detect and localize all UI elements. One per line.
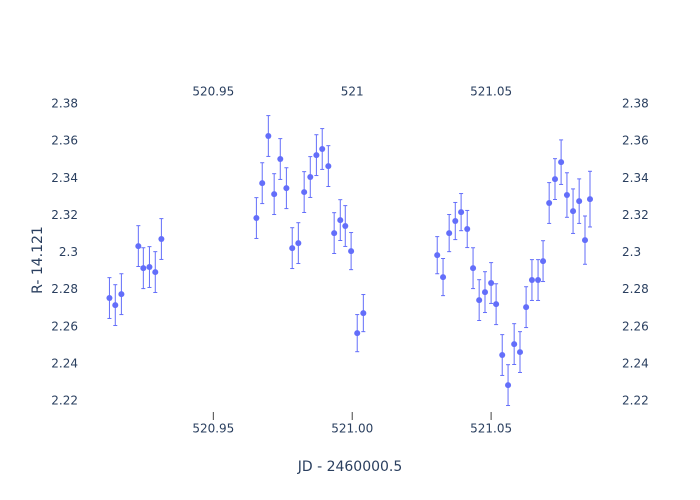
point	[301, 189, 308, 196]
y-tick-label-right: 2.24	[622, 356, 649, 370]
x-tick-label: 520.95	[192, 422, 234, 436]
point	[112, 302, 119, 309]
point	[535, 277, 542, 284]
point	[464, 226, 471, 233]
point	[283, 185, 290, 192]
point	[470, 265, 477, 272]
point	[563, 192, 570, 199]
point	[488, 280, 495, 287]
point	[540, 258, 547, 265]
y-axis-title: R- 14.121	[30, 226, 46, 294]
y-tick-label: 2.36	[51, 134, 78, 148]
point	[499, 352, 506, 359]
y-tick-label: 2.22	[51, 394, 78, 408]
point	[140, 265, 147, 272]
point	[505, 382, 512, 389]
point	[331, 230, 338, 237]
y-tick-label-right: 2.34	[622, 171, 649, 185]
point	[146, 264, 153, 271]
y-tick-label: 2.26	[51, 319, 78, 333]
point	[342, 223, 349, 230]
point	[319, 146, 326, 153]
point	[587, 196, 593, 203]
y-tick-label-right: 2.36	[622, 134, 649, 148]
point	[360, 310, 367, 317]
x2-tick-label: 520.95	[192, 85, 234, 99]
point	[452, 218, 459, 225]
point	[528, 277, 535, 284]
x2-tick-label: 521.05	[470, 85, 512, 99]
point	[440, 274, 447, 281]
point	[570, 208, 577, 215]
point	[158, 236, 165, 243]
point	[265, 133, 272, 140]
point	[348, 248, 355, 255]
point	[277, 156, 284, 163]
point	[289, 245, 296, 252]
point	[517, 349, 523, 356]
point	[552, 176, 558, 183]
point	[434, 252, 441, 259]
point	[354, 330, 361, 337]
y-tick-label-right: 2.38	[622, 97, 649, 111]
point	[476, 297, 483, 304]
point	[493, 301, 500, 308]
y-tick-label: 2.34	[51, 171, 78, 185]
y-tick-label: 2.38	[51, 97, 78, 111]
point	[458, 209, 465, 216]
y-tick-label-right: 2.32	[622, 208, 649, 222]
point	[325, 163, 332, 170]
y-tick-label-right: 2.3	[622, 245, 641, 259]
point	[337, 217, 344, 224]
point	[523, 304, 530, 311]
x-axis-title: JD - 2460000.5	[297, 459, 403, 475]
x-tick-label: 521.00	[331, 422, 373, 436]
point	[253, 215, 260, 222]
x-tick-label: 521.05	[470, 422, 512, 436]
point	[118, 291, 125, 298]
point	[106, 295, 113, 302]
point	[152, 269, 159, 276]
point	[546, 200, 553, 207]
point	[511, 341, 518, 348]
point	[582, 237, 588, 244]
point	[558, 159, 565, 166]
point	[446, 230, 453, 237]
point	[313, 152, 320, 159]
point	[259, 180, 266, 187]
point	[576, 198, 583, 205]
point	[307, 174, 314, 181]
y-tick-label-right: 2.22	[622, 394, 649, 408]
y-tick-label: 2.32	[51, 208, 78, 222]
y-tick-label-right: 2.28	[622, 282, 649, 296]
y-tick-label-right: 2.26	[622, 319, 649, 333]
y-tick-label: 2.3	[59, 245, 78, 259]
point	[295, 240, 302, 247]
point	[482, 289, 488, 296]
y-tick-label: 2.28	[51, 282, 78, 296]
point	[135, 243, 142, 250]
x2-tick-label: 521	[341, 85, 364, 99]
point	[271, 191, 278, 198]
y-tick-label: 2.24	[51, 356, 78, 370]
